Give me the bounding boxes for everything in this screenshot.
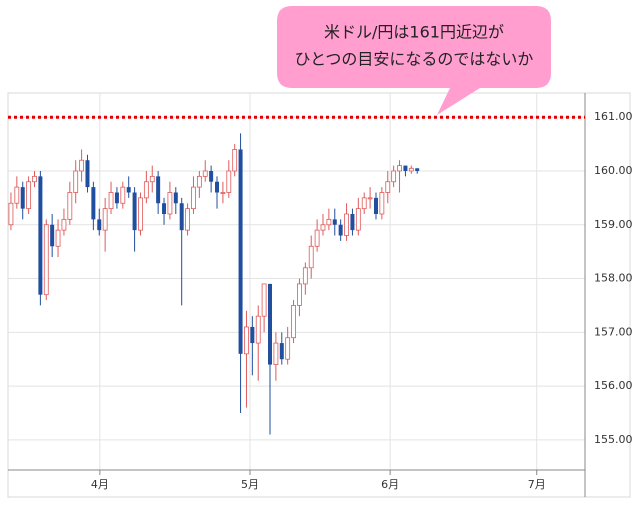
candle-body (408, 167, 414, 172)
x-tick-label: 4月 (91, 478, 109, 491)
candle-body (61, 218, 67, 231)
candle-body (149, 175, 155, 183)
candle-body (332, 219, 337, 225)
candle-body (385, 181, 391, 193)
candle-body (355, 208, 361, 231)
candle-body (79, 159, 84, 172)
candle-body (344, 213, 349, 236)
candle-body (361, 197, 367, 210)
candle-body (20, 187, 25, 209)
candle-body (255, 315, 261, 344)
candle-body (32, 175, 37, 183)
candle-body (73, 170, 79, 193)
candle-body (97, 219, 102, 231)
x-tick-label: 7月 (528, 478, 546, 491)
callout-text: 米ドル/円は161円近辺が (324, 23, 504, 42)
candle-body (391, 170, 397, 183)
candle-body (268, 283, 273, 365)
y-tick-label: 160.00 (594, 164, 633, 177)
candle-body (403, 165, 408, 171)
candle-body (108, 192, 114, 210)
candle-body (26, 181, 32, 210)
candle-body (314, 229, 320, 247)
y-tick-label: 157.00 (594, 325, 633, 338)
y-tick-label: 156.00 (594, 379, 633, 392)
candle-body (91, 187, 96, 220)
chart-frame (7, 92, 631, 498)
candle-body (226, 170, 232, 193)
candle-body (132, 192, 137, 231)
candle-body (379, 192, 385, 215)
candle-body (279, 343, 284, 360)
candle-body (326, 218, 332, 226)
candle-body (202, 170, 208, 177)
candle-body (156, 176, 161, 204)
candle-body (126, 187, 131, 193)
candle-body (167, 192, 173, 215)
candle-body (367, 197, 373, 200)
candle-body (114, 192, 119, 204)
candle-body (85, 160, 90, 188)
candle-body (338, 224, 343, 236)
candle-body (215, 181, 220, 193)
callout-text: ひとつの目安になるのではないか (295, 50, 534, 69)
y-tick-label: 161.00 (594, 110, 633, 123)
candle-body (320, 224, 326, 231)
candle-body (14, 186, 20, 204)
candle-body (244, 326, 249, 355)
candle-body (238, 149, 243, 354)
candle-body (191, 186, 196, 210)
candle-body (143, 181, 149, 199)
x-tick-label: 6月 (381, 478, 399, 491)
candle-body (415, 168, 420, 171)
candle-body (162, 203, 167, 215)
candle-body (179, 203, 184, 231)
candle-body (373, 197, 378, 215)
candle-body (8, 202, 14, 226)
candle-body (38, 176, 43, 295)
candle-body (285, 337, 291, 360)
candle-body (102, 208, 108, 231)
candle-body (220, 192, 226, 194)
candle-body (209, 170, 214, 182)
candle-body (273, 342, 279, 365)
candle-body (120, 186, 126, 204)
callout-bubble (277, 6, 551, 115)
y-tick-label: 158.00 (594, 272, 633, 285)
candle-body (67, 192, 73, 220)
candle-body (138, 197, 143, 231)
candle-body (302, 267, 308, 285)
candle-body (297, 283, 302, 306)
candle-body (232, 149, 238, 172)
x-tick-label: 5月 (241, 478, 259, 491)
candle-body (50, 224, 55, 247)
candle-body (196, 175, 202, 188)
candle-body (291, 305, 296, 339)
candle-body (43, 224, 49, 296)
candle-body (350, 214, 355, 231)
candle-body (185, 208, 190, 231)
candle-body (173, 192, 178, 204)
candle-body (261, 283, 267, 317)
candle-body (397, 165, 402, 172)
y-tick-label: 155.00 (594, 433, 633, 446)
candle-body (250, 326, 255, 344)
candle-body (55, 229, 61, 247)
candle-body (308, 245, 314, 269)
y-tick-label: 159.00 (594, 218, 633, 231)
